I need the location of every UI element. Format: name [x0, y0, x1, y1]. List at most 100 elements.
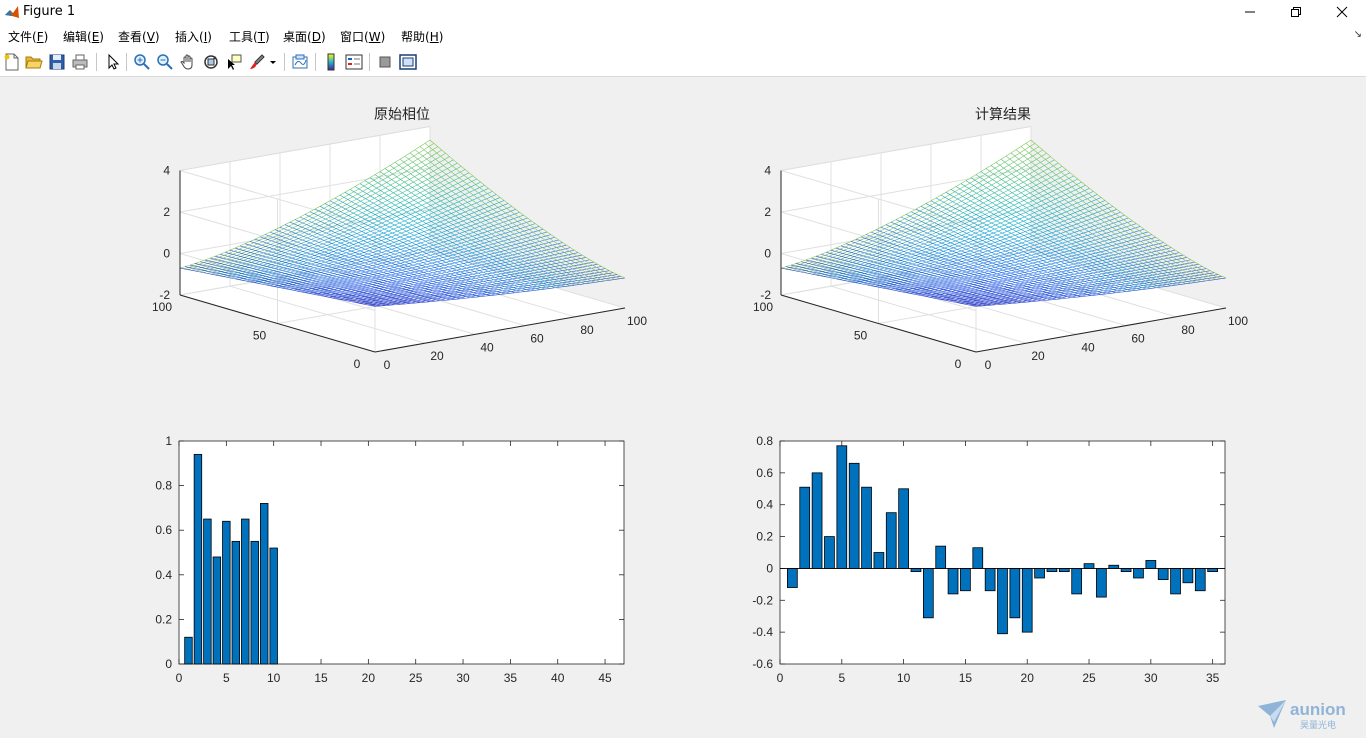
- pointer-icon[interactable]: [104, 53, 122, 71]
- bar: [250, 540, 259, 665]
- legend-icon[interactable]: [345, 53, 363, 71]
- x-tick-label: 80: [580, 323, 594, 337]
- x-tick-label: 0: [777, 671, 784, 685]
- mesh-line: [354, 186, 551, 289]
- restore-icon: [1291, 7, 1301, 17]
- x-tick-label: 100: [627, 314, 647, 328]
- close-button[interactable]: [1319, 0, 1365, 24]
- show-plot-tools-icon[interactable]: [399, 53, 417, 71]
- data-cursor-icon[interactable]: [225, 53, 243, 71]
- menu-file[interactable]: 文件(F): [8, 30, 49, 44]
- y-tick-label: 0.4: [155, 568, 172, 582]
- print-icon[interactable]: [71, 53, 89, 71]
- y-tick-label: -0.4: [752, 625, 773, 639]
- mesh-line: [369, 177, 566, 287]
- mesh-line: [349, 189, 546, 290]
- y-tick-label: 0: [165, 657, 172, 671]
- rotate-3d-icon[interactable]: [202, 53, 220, 71]
- mesh-line: [820, 253, 1017, 304]
- menu-help[interactable]: 帮助(H): [401, 30, 444, 44]
- mesh-line: [995, 162, 1192, 284]
- pan-icon[interactable]: [179, 53, 197, 71]
- mesh-line: [825, 251, 1022, 303]
- x-tick-label: 0: [985, 358, 992, 372]
- z-tick-label: 0: [163, 247, 170, 261]
- mesh-line: [269, 231, 466, 299]
- bar-plot-2: 0 5 10 15 20 25 30 35 -0.6 -0.4 -0.2 0 0.2 0.4 0.6 0.8: [752, 434, 1226, 685]
- x-tick-label: 5: [838, 671, 845, 685]
- z-tick-label: -2: [159, 288, 170, 302]
- mesh-line: [950, 189, 1147, 290]
- new-figure-icon[interactable]: [3, 53, 21, 71]
- save-icon[interactable]: [48, 53, 66, 71]
- mesh-line: [910, 211, 1107, 295]
- mesh-line: [359, 183, 556, 289]
- menu-edit[interactable]: 编辑(E): [63, 30, 104, 44]
- minimize-icon: [1245, 11, 1255, 13]
- zoom-in-icon[interactable]: [133, 53, 151, 71]
- mesh-line: [319, 206, 516, 294]
- bar: [222, 520, 231, 665]
- menu-desktop[interactable]: 桌面(D): [283, 30, 326, 44]
- minimize-button[interactable]: [1227, 0, 1273, 24]
- y-tick-label: 100: [753, 300, 773, 314]
- mesh-line: [294, 219, 491, 296]
- y-tick-label: 0: [955, 357, 962, 371]
- mesh-line: [239, 245, 436, 302]
- watermark-brand: aunion: [1290, 700, 1346, 719]
- open-icon[interactable]: [25, 53, 43, 71]
- mesh-line: [334, 197, 531, 292]
- x-axis: [374, 307, 626, 353]
- mesh-line: [895, 219, 1092, 296]
- mesh-line: [329, 200, 526, 292]
- mesh-line: [805, 259, 1002, 305]
- mesh-line: [234, 247, 431, 302]
- mesh-line: [1000, 158, 1197, 283]
- menu-insert[interactable]: 插入(I): [175, 30, 212, 44]
- bar: [1145, 560, 1157, 569]
- mesh-line: [900, 216, 1097, 296]
- mesh-line: [840, 245, 1037, 302]
- bar: [873, 552, 885, 569]
- y-tick-label: 1: [165, 434, 172, 448]
- bar: [848, 462, 860, 569]
- brush-icon[interactable]: [248, 53, 266, 71]
- bar: [947, 568, 959, 595]
- mesh-line: [1015, 149, 1212, 281]
- mesh-line: [850, 241, 1047, 301]
- mesh-line: [835, 247, 1032, 302]
- mesh-line: [209, 257, 406, 305]
- bar: [184, 636, 193, 665]
- bar: [203, 518, 212, 665]
- bar: [1120, 568, 1132, 573]
- x-tick-label: 80: [1181, 323, 1195, 337]
- toolbar-separator: [284, 53, 285, 71]
- y-axis: [179, 294, 376, 353]
- x-tick-label: 40: [1081, 340, 1095, 354]
- bar: [787, 568, 798, 588]
- mesh-line: [189, 264, 386, 306]
- mesh-line: [1020, 146, 1217, 280]
- mesh-line: [309, 211, 506, 295]
- chevron-down-icon[interactable]: [268, 53, 278, 71]
- x-tick-label: 20: [430, 349, 444, 363]
- menu-view[interactable]: 查看(V): [118, 30, 160, 44]
- menu-expand-icon[interactable]: ↘: [1353, 29, 1362, 40]
- mesh-line: [830, 249, 1027, 303]
- mesh-line: [274, 229, 471, 299]
- mesh-line: [424, 143, 621, 279]
- mesh-line: [815, 255, 1012, 304]
- bar: [1108, 564, 1120, 569]
- link-plot-icon[interactable]: [291, 53, 309, 71]
- mesh-line: [955, 186, 1152, 289]
- bar: [824, 536, 835, 569]
- x-tick-label: 35: [1206, 671, 1220, 685]
- colorbar-icon[interactable]: [322, 53, 340, 71]
- hide-plot-tools-icon[interactable]: [376, 53, 394, 71]
- maximize-button[interactable]: [1273, 0, 1319, 24]
- zoom-out-icon[interactable]: [156, 53, 174, 71]
- menu-tools[interactable]: 工具(T): [229, 30, 270, 44]
- x-tick-label: 20: [1021, 671, 1035, 685]
- menu-window[interactable]: 窗口(W): [340, 30, 386, 44]
